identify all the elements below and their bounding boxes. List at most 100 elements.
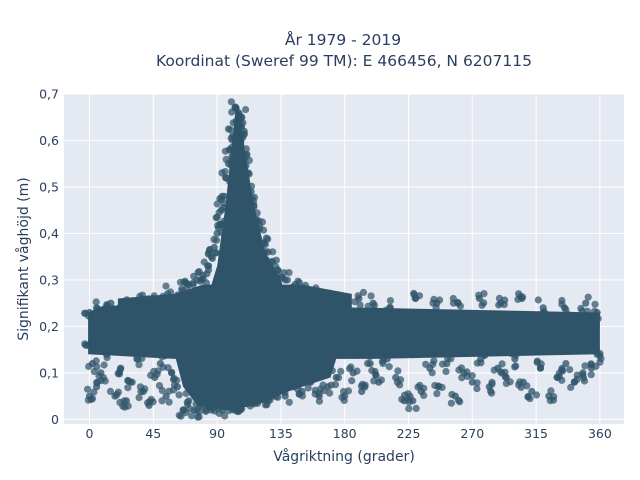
scatter-point [226,401,234,410]
scatter-point [416,381,424,389]
scatter-point [243,395,251,403]
scatter-point [136,292,144,300]
scatter-point [564,310,572,318]
scatter-point [150,292,158,300]
scatter-point [526,395,534,403]
scatter-point [298,285,306,293]
scatter-point [315,397,323,405]
scatter-point [269,248,277,256]
scatter-point [164,364,172,372]
scatter-point [582,299,590,307]
scatter-point [147,371,155,379]
scatter-point [370,377,378,385]
scatter-point [457,364,466,372]
scatter-point [123,296,131,304]
scatter-point [498,360,506,368]
scatter-point [378,357,386,366]
scatter-point [174,291,182,299]
dense-spike [205,110,288,304]
scatter-point [449,294,457,303]
y-axis-title: Signifikant våghöjd (m) [15,177,32,340]
scatter-point [103,301,111,309]
scatter-point [442,367,450,376]
scatter-point [159,292,167,300]
scatter-point [481,351,489,360]
scatter-point [220,217,228,225]
scatter-point [312,284,320,292]
scatter-point [167,288,175,296]
scatter-point [228,136,236,144]
scatter-point [567,383,575,391]
scatter-point [516,378,524,386]
scatter-point [394,367,402,375]
scatter-point [353,367,361,375]
scatter-point [285,398,293,406]
scatter-point [506,378,514,386]
scatter-point [331,381,340,389]
scatter-point [226,177,234,186]
scatter-point [227,197,235,205]
scatter-point [274,266,282,274]
scatter-point [428,369,436,377]
scatter-point [217,196,226,204]
scatter-point [247,188,255,196]
scatter-point [326,389,334,397]
scatter-point [550,393,558,401]
x-tick-label: 270 [460,426,484,441]
scatter-point [238,113,246,121]
y-tick-label: 0,4 [39,226,59,241]
scatter-point [448,390,456,399]
scatter-point [347,363,355,371]
scatter-point [90,367,98,376]
dense-lower-lobe [174,354,338,411]
y-tick-label: 0,6 [39,133,59,148]
scatter-point [495,294,504,302]
scatter-point [512,351,520,360]
scatter-point [570,378,579,386]
scatter-point [281,384,289,392]
scatter-point [208,254,216,262]
scatter-point [364,359,372,367]
scatter-point [359,288,368,296]
scatter-point [285,269,293,277]
scatter-point [456,398,464,406]
scatter-point [334,374,343,382]
scatter-point [225,146,233,154]
scatter-point [501,368,509,376]
scatter-point [361,383,369,391]
scatter-point [338,393,346,401]
scatter-point [351,298,359,306]
scatter-point [534,296,542,304]
scatter-point [463,372,472,380]
scatter-point [540,308,549,316]
scatter-point [447,399,455,407]
scatter-point [81,309,89,317]
scatter-point [226,126,234,134]
scatter-point [182,389,190,398]
scatter-point [175,411,183,419]
scatter-point [136,383,144,391]
scatter-point [94,305,102,313]
scatter-point [232,104,240,112]
scatter-point [175,391,183,399]
scatter-point [106,346,114,354]
scatter-point [253,399,262,408]
scatter-point [337,367,345,375]
scatter-point [584,293,592,301]
y-tick-label: 0,7 [39,87,59,102]
scatter-point [215,409,223,417]
scatter-point [495,301,503,309]
scatter-point [590,307,599,315]
scatter-point [164,297,172,305]
scatter-point [488,378,496,386]
x-tick-label: 225 [397,426,421,441]
scatter-point [364,302,372,310]
scatter-point [512,362,520,370]
scatter-point [412,404,420,412]
scatter-point [205,246,214,254]
scatter-point [473,379,481,387]
scatter-point [194,268,202,276]
scatter-point [272,393,280,401]
scatter-point [221,412,229,420]
scatter-cloud [88,110,600,411]
